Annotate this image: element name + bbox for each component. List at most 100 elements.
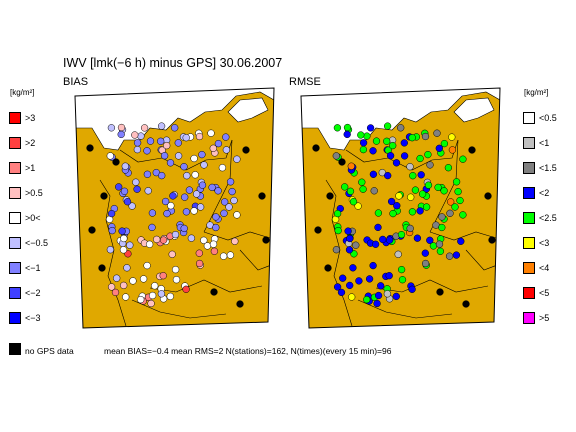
bias-legend-label: >1 xyxy=(25,163,36,173)
bias-legend-unit: [kg/m²] xyxy=(10,88,35,97)
rmse-station-marker xyxy=(392,292,400,301)
rmse-station-marker xyxy=(389,209,397,218)
rmse-station-marker xyxy=(421,132,430,141)
bias-legend-label: >0< xyxy=(25,213,41,223)
rmse-station-marker xyxy=(359,139,368,147)
bias-station-marker xyxy=(113,274,121,282)
bias-station-marker xyxy=(119,246,128,254)
rmse-station-marker xyxy=(424,150,432,159)
rmse-legend-label: <0.5 xyxy=(539,113,557,123)
rmse-station-marker xyxy=(346,281,354,290)
no-gps-station-marker xyxy=(100,192,108,200)
rmse-station-marker xyxy=(422,203,431,211)
rmse-legend-swatch xyxy=(523,212,535,224)
rmse-station-marker xyxy=(392,159,401,167)
bias-station-marker xyxy=(185,186,194,194)
bias-station-marker xyxy=(120,281,128,290)
no-gps-station-marker xyxy=(314,226,322,234)
rmse-station-marker xyxy=(445,252,454,260)
rmse-station-marker xyxy=(448,133,456,141)
bias-station-marker xyxy=(208,183,216,192)
bias-station-marker xyxy=(171,230,180,239)
bias-station-marker xyxy=(147,299,155,308)
rmse-station-marker xyxy=(334,226,342,235)
bias-station-marker xyxy=(143,261,151,270)
bias-station-marker xyxy=(111,288,120,297)
bias-station-marker xyxy=(174,152,183,160)
no-gps-station-marker xyxy=(338,158,346,166)
rmse-station-marker xyxy=(366,124,375,132)
rmse-station-marker xyxy=(397,265,406,274)
no-gps-station-marker xyxy=(262,236,270,244)
bias-panel-title: BIAS xyxy=(63,76,89,88)
rmse-legend-swatch xyxy=(523,112,535,124)
bias-station-marker xyxy=(123,198,132,206)
rmse-station-marker xyxy=(438,213,446,221)
bias-station-marker xyxy=(195,249,203,257)
no-gps-station-marker xyxy=(88,226,96,234)
rmse-station-marker xyxy=(349,198,358,206)
bias-station-marker xyxy=(161,197,170,206)
rmse-station-marker xyxy=(386,152,395,160)
rmse-station-marker xyxy=(440,187,448,195)
rmse-station-marker xyxy=(434,183,442,192)
statistics-line: mean BIAS=−0.4 mean RMS=2 N(stations)=16… xyxy=(104,346,392,356)
rmse-station-marker xyxy=(339,274,347,282)
rmse-station-marker xyxy=(395,192,403,200)
bias-station-marker xyxy=(137,132,145,140)
rmse-station-marker xyxy=(408,285,416,293)
no-gps-station-marker xyxy=(98,264,106,272)
rmse-station-marker xyxy=(426,161,434,169)
rmse-legend-swatch xyxy=(523,162,535,174)
rmse-station-marker xyxy=(452,178,461,186)
rmse-station-marker xyxy=(365,275,374,283)
rmse-station-marker xyxy=(394,250,402,258)
bias-station-marker xyxy=(117,123,126,132)
bias-station-marker xyxy=(148,291,157,300)
rmse-station-marker xyxy=(413,234,422,242)
rmse-station-marker xyxy=(406,163,414,171)
rmse-station-marker xyxy=(418,190,427,198)
rmse-station-marker xyxy=(385,272,393,280)
rmse-station-marker xyxy=(359,145,368,154)
rmse-station-marker xyxy=(349,264,357,272)
bias-station-marker xyxy=(212,213,220,221)
bias-station-marker xyxy=(222,133,230,141)
bias-station-marker xyxy=(108,226,116,235)
bias-legend-swatch xyxy=(9,262,21,274)
bias-station-marker xyxy=(221,198,229,206)
bias-station-marker xyxy=(200,236,208,244)
rmse-legend-swatch xyxy=(523,187,535,199)
rmse-station-marker xyxy=(369,261,377,270)
bias-station-marker xyxy=(123,264,131,272)
rmse-station-marker xyxy=(459,155,467,163)
bias-station-marker xyxy=(148,209,157,217)
bias-station-marker xyxy=(191,171,199,179)
bias-station-marker xyxy=(203,242,212,250)
bias-station-marker xyxy=(181,193,189,201)
rmse-legend-label: <1.5 xyxy=(539,163,557,173)
bias-station-marker xyxy=(139,275,148,283)
bias-station-marker xyxy=(222,146,231,154)
bias-station-marker xyxy=(220,209,228,217)
bias-station-marker xyxy=(182,285,190,293)
rmse-station-marker xyxy=(337,288,346,297)
bias-station-marker xyxy=(209,144,217,152)
bias-map-panel xyxy=(75,88,274,328)
rmse-station-marker xyxy=(438,223,446,232)
rmse-station-marker xyxy=(333,283,342,291)
no-gps-station-marker xyxy=(258,192,266,200)
rmse-station-marker xyxy=(332,152,340,160)
rmse-station-marker xyxy=(454,187,462,196)
bias-station-marker xyxy=(157,137,165,145)
bias-station-marker xyxy=(210,247,219,255)
bias-station-marker xyxy=(187,234,196,242)
rmse-legend-swatch xyxy=(523,137,535,149)
rmse-station-marker xyxy=(379,235,387,244)
bias-station-marker xyxy=(120,234,128,243)
bias-station-marker xyxy=(228,187,236,196)
bias-station-marker xyxy=(107,283,116,291)
rmse-station-marker xyxy=(332,246,341,254)
no-gps-station-marker xyxy=(312,144,320,152)
